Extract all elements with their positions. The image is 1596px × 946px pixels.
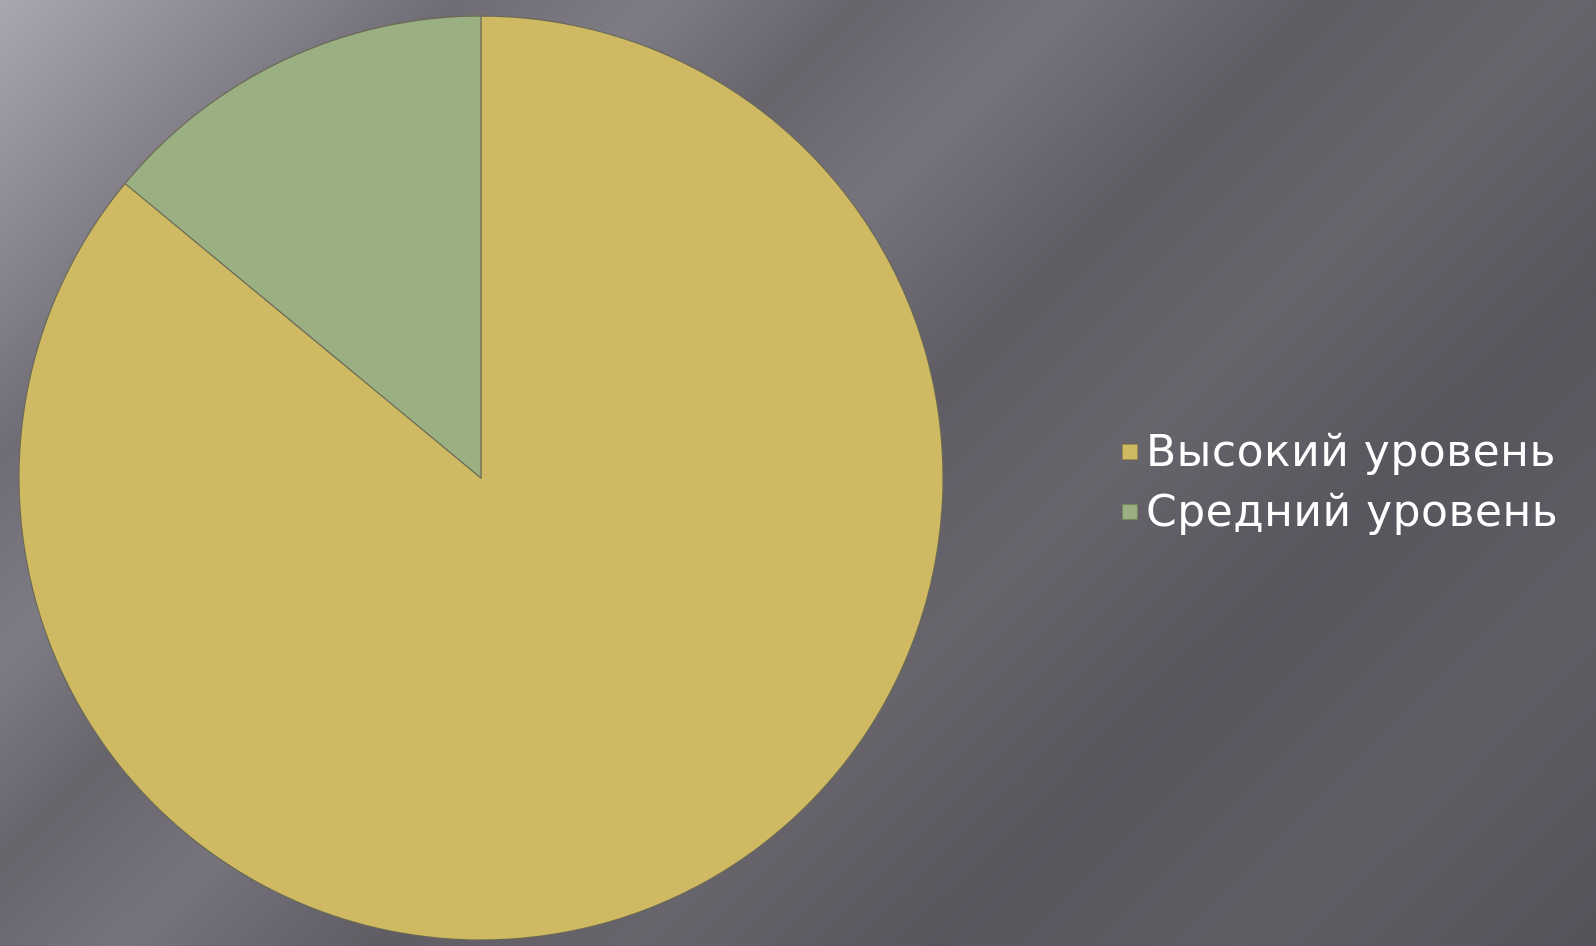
legend-swatch-high-level xyxy=(1122,444,1138,460)
legend-item-high-level: Высокий уровень xyxy=(1122,422,1558,482)
legend-label-high-level: Высокий уровень xyxy=(1146,426,1556,477)
legend-label-medium-level: Средний уровень xyxy=(1146,486,1559,537)
legend-item-medium-level: Средний уровень xyxy=(1122,482,1558,542)
chart-legend: Высокий уровень Средний уровень xyxy=(1122,422,1558,542)
pie-slice-medium-level: Средний уровень xyxy=(124,15,482,479)
legend-swatch-medium-level xyxy=(1122,504,1138,520)
pie-slice-high-level: Высокий уровень xyxy=(18,15,944,941)
